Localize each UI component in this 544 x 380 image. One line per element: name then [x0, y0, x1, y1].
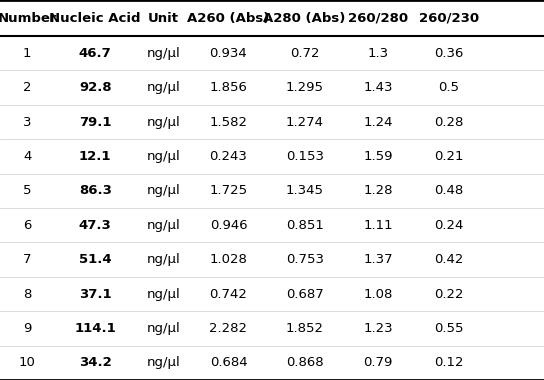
- Text: 1.852: 1.852: [286, 322, 324, 335]
- Text: ng/μl: ng/μl: [146, 288, 180, 301]
- Text: 260/280: 260/280: [348, 11, 408, 25]
- Text: 0.12: 0.12: [434, 356, 463, 369]
- Text: 0.243: 0.243: [209, 150, 248, 163]
- Text: 2.282: 2.282: [209, 322, 248, 335]
- Text: 8: 8: [23, 288, 32, 301]
- Text: 1.725: 1.725: [209, 184, 248, 197]
- Text: 79.1: 79.1: [79, 116, 112, 128]
- Text: 0.868: 0.868: [286, 356, 324, 369]
- Text: 1.856: 1.856: [209, 81, 248, 94]
- Text: ng/μl: ng/μl: [146, 150, 180, 163]
- Text: 86.3: 86.3: [79, 184, 112, 197]
- Text: 0.742: 0.742: [209, 288, 248, 301]
- Text: 92.8: 92.8: [79, 81, 112, 94]
- Text: 1.37: 1.37: [363, 253, 393, 266]
- Text: 12.1: 12.1: [79, 150, 112, 163]
- Text: 1.582: 1.582: [209, 116, 248, 128]
- Text: 46.7: 46.7: [79, 47, 112, 60]
- Text: 1.295: 1.295: [286, 81, 324, 94]
- Text: 0.24: 0.24: [434, 219, 463, 232]
- Text: 9: 9: [23, 322, 32, 335]
- Text: 4: 4: [23, 150, 32, 163]
- Text: 5: 5: [23, 184, 32, 197]
- Text: 1.08: 1.08: [363, 288, 393, 301]
- Text: 0.934: 0.934: [209, 47, 248, 60]
- Text: ng/μl: ng/μl: [146, 322, 180, 335]
- Text: 0.42: 0.42: [434, 253, 463, 266]
- Text: 1.345: 1.345: [286, 184, 324, 197]
- Text: 1.11: 1.11: [363, 219, 393, 232]
- Text: 114.1: 114.1: [75, 322, 116, 335]
- Text: ng/μl: ng/μl: [146, 184, 180, 197]
- Text: ng/μl: ng/μl: [146, 47, 180, 60]
- Text: A280 (Abs): A280 (Abs): [263, 11, 346, 25]
- Text: 37.1: 37.1: [79, 288, 112, 301]
- Text: ng/μl: ng/μl: [146, 81, 180, 94]
- Text: 1.59: 1.59: [363, 150, 393, 163]
- Text: 0.753: 0.753: [286, 253, 324, 266]
- Text: 0.684: 0.684: [209, 356, 248, 369]
- Text: 2: 2: [23, 81, 32, 94]
- Text: Nucleic Acid: Nucleic Acid: [50, 11, 141, 25]
- Text: 10: 10: [18, 356, 36, 369]
- Text: ng/μl: ng/μl: [146, 356, 180, 369]
- Text: 1: 1: [23, 47, 32, 60]
- Text: ng/μl: ng/μl: [146, 253, 180, 266]
- Text: ng/μl: ng/μl: [146, 219, 180, 232]
- Text: 0.22: 0.22: [434, 288, 463, 301]
- Text: 0.153: 0.153: [286, 150, 324, 163]
- Text: 0.72: 0.72: [290, 47, 319, 60]
- Text: 1.3: 1.3: [368, 47, 388, 60]
- Text: 51.4: 51.4: [79, 253, 112, 266]
- Text: 1.274: 1.274: [286, 116, 324, 128]
- Text: 0.687: 0.687: [286, 288, 324, 301]
- Text: 34.2: 34.2: [79, 356, 112, 369]
- Text: 0.28: 0.28: [434, 116, 463, 128]
- Text: Unit: Unit: [148, 11, 178, 25]
- Text: 1.28: 1.28: [363, 184, 393, 197]
- Text: 0.48: 0.48: [434, 184, 463, 197]
- Text: 0.5: 0.5: [438, 81, 459, 94]
- Text: 1.24: 1.24: [363, 116, 393, 128]
- Text: 47.3: 47.3: [79, 219, 112, 232]
- Text: Number: Number: [0, 11, 57, 25]
- Text: 0.21: 0.21: [434, 150, 463, 163]
- Text: 7: 7: [23, 253, 32, 266]
- Text: 0.79: 0.79: [363, 356, 393, 369]
- Text: 0.851: 0.851: [286, 219, 324, 232]
- Text: 0.946: 0.946: [209, 219, 248, 232]
- Text: 6: 6: [23, 219, 32, 232]
- Text: 260/230: 260/230: [419, 11, 479, 25]
- Text: A260 (Abs): A260 (Abs): [187, 11, 270, 25]
- Text: 3: 3: [23, 116, 32, 128]
- Text: 0.36: 0.36: [434, 47, 463, 60]
- Text: 1.23: 1.23: [363, 322, 393, 335]
- Text: 1.028: 1.028: [209, 253, 248, 266]
- Text: 0.55: 0.55: [434, 322, 463, 335]
- Text: ng/μl: ng/μl: [146, 116, 180, 128]
- Text: 1.43: 1.43: [363, 81, 393, 94]
